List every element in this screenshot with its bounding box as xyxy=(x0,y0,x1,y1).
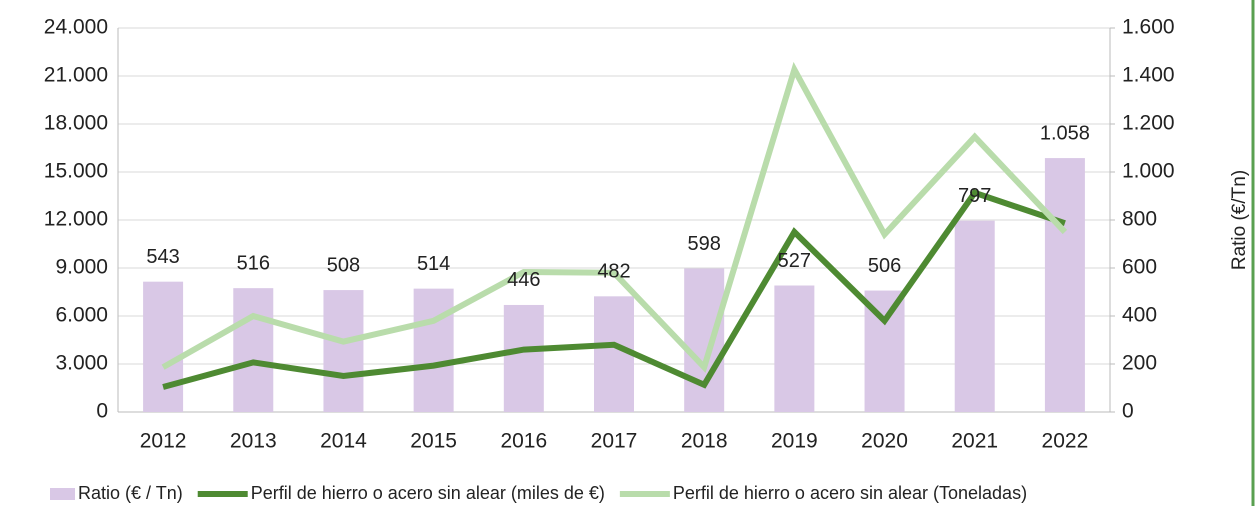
data-label: 598 xyxy=(687,233,720,255)
line xyxy=(161,61,1068,373)
data-label: 482 xyxy=(597,261,630,283)
y-tick-label: 6.000 xyxy=(55,304,108,327)
x-tick-label: 2018 xyxy=(681,430,728,453)
legend-swatch xyxy=(50,488,75,500)
bar xyxy=(413,288,454,412)
y2-tick-label: 400 xyxy=(1122,304,1157,327)
legend-label: Perfil de hierro o acero sin alear (mile… xyxy=(251,483,605,503)
bar xyxy=(684,268,725,412)
y2-tick-label: 1.000 xyxy=(1122,160,1175,183)
y-tick-label: 9.000 xyxy=(55,256,108,279)
x-tick-label: 2013 xyxy=(230,430,277,453)
y2-axis-label: Ratio (€/Tn) xyxy=(1229,170,1250,270)
bar xyxy=(503,304,544,412)
x-tick-label: 2021 xyxy=(951,430,998,453)
bar xyxy=(1044,158,1085,412)
data-label: 446 xyxy=(507,269,540,291)
x-tick-label: 2016 xyxy=(500,430,547,453)
bar xyxy=(323,290,364,412)
legend-label: Perfil de hierro o acero sin alear (Tone… xyxy=(673,483,1027,503)
y-tick-label: 0 xyxy=(96,400,108,423)
data-label: 797 xyxy=(958,185,991,207)
y2-tick-label: 800 xyxy=(1122,208,1157,231)
data-label: 516 xyxy=(237,252,270,274)
y-tick-label: 21.000 xyxy=(44,64,108,87)
bar xyxy=(233,288,274,412)
y-tick-label: 12.000 xyxy=(44,208,108,231)
x-tick-label: 2020 xyxy=(861,430,908,453)
y2-tick-label: 0 xyxy=(1122,400,1134,423)
data-label: 543 xyxy=(146,246,179,268)
y2-tick-label: 1.200 xyxy=(1122,112,1175,135)
bar xyxy=(143,281,184,412)
y-tick-label: 15.000 xyxy=(44,160,108,183)
x-tick-label: 2019 xyxy=(771,430,818,453)
x-tick-label: 2017 xyxy=(591,430,638,453)
line xyxy=(162,189,1066,390)
y-tick-label: 24.000 xyxy=(44,16,108,39)
x-tick-label: 2022 xyxy=(1042,430,1089,453)
y2-tick-label: 200 xyxy=(1122,352,1157,375)
y2-tick-label: 600 xyxy=(1122,256,1157,279)
data-label: 508 xyxy=(327,254,360,276)
y2-tick-label: 1.600 xyxy=(1122,16,1175,39)
legend-label: Ratio (€ / Tn) xyxy=(78,483,183,503)
y-tick-label: 18.000 xyxy=(44,112,108,135)
x-tick-label: 2014 xyxy=(320,430,367,453)
x-tick-label: 2015 xyxy=(410,430,457,453)
y-tick-label: 3.000 xyxy=(55,352,108,375)
data-label: 514 xyxy=(417,253,450,275)
data-label: 527 xyxy=(778,250,811,272)
y2-tick-label: 1.400 xyxy=(1122,64,1175,87)
bar xyxy=(594,296,634,412)
bar xyxy=(774,285,815,412)
bar xyxy=(954,220,995,412)
data-label: 1.058 xyxy=(1040,122,1090,144)
data-label: 506 xyxy=(868,255,901,277)
x-tick-label: 2012 xyxy=(140,430,187,453)
